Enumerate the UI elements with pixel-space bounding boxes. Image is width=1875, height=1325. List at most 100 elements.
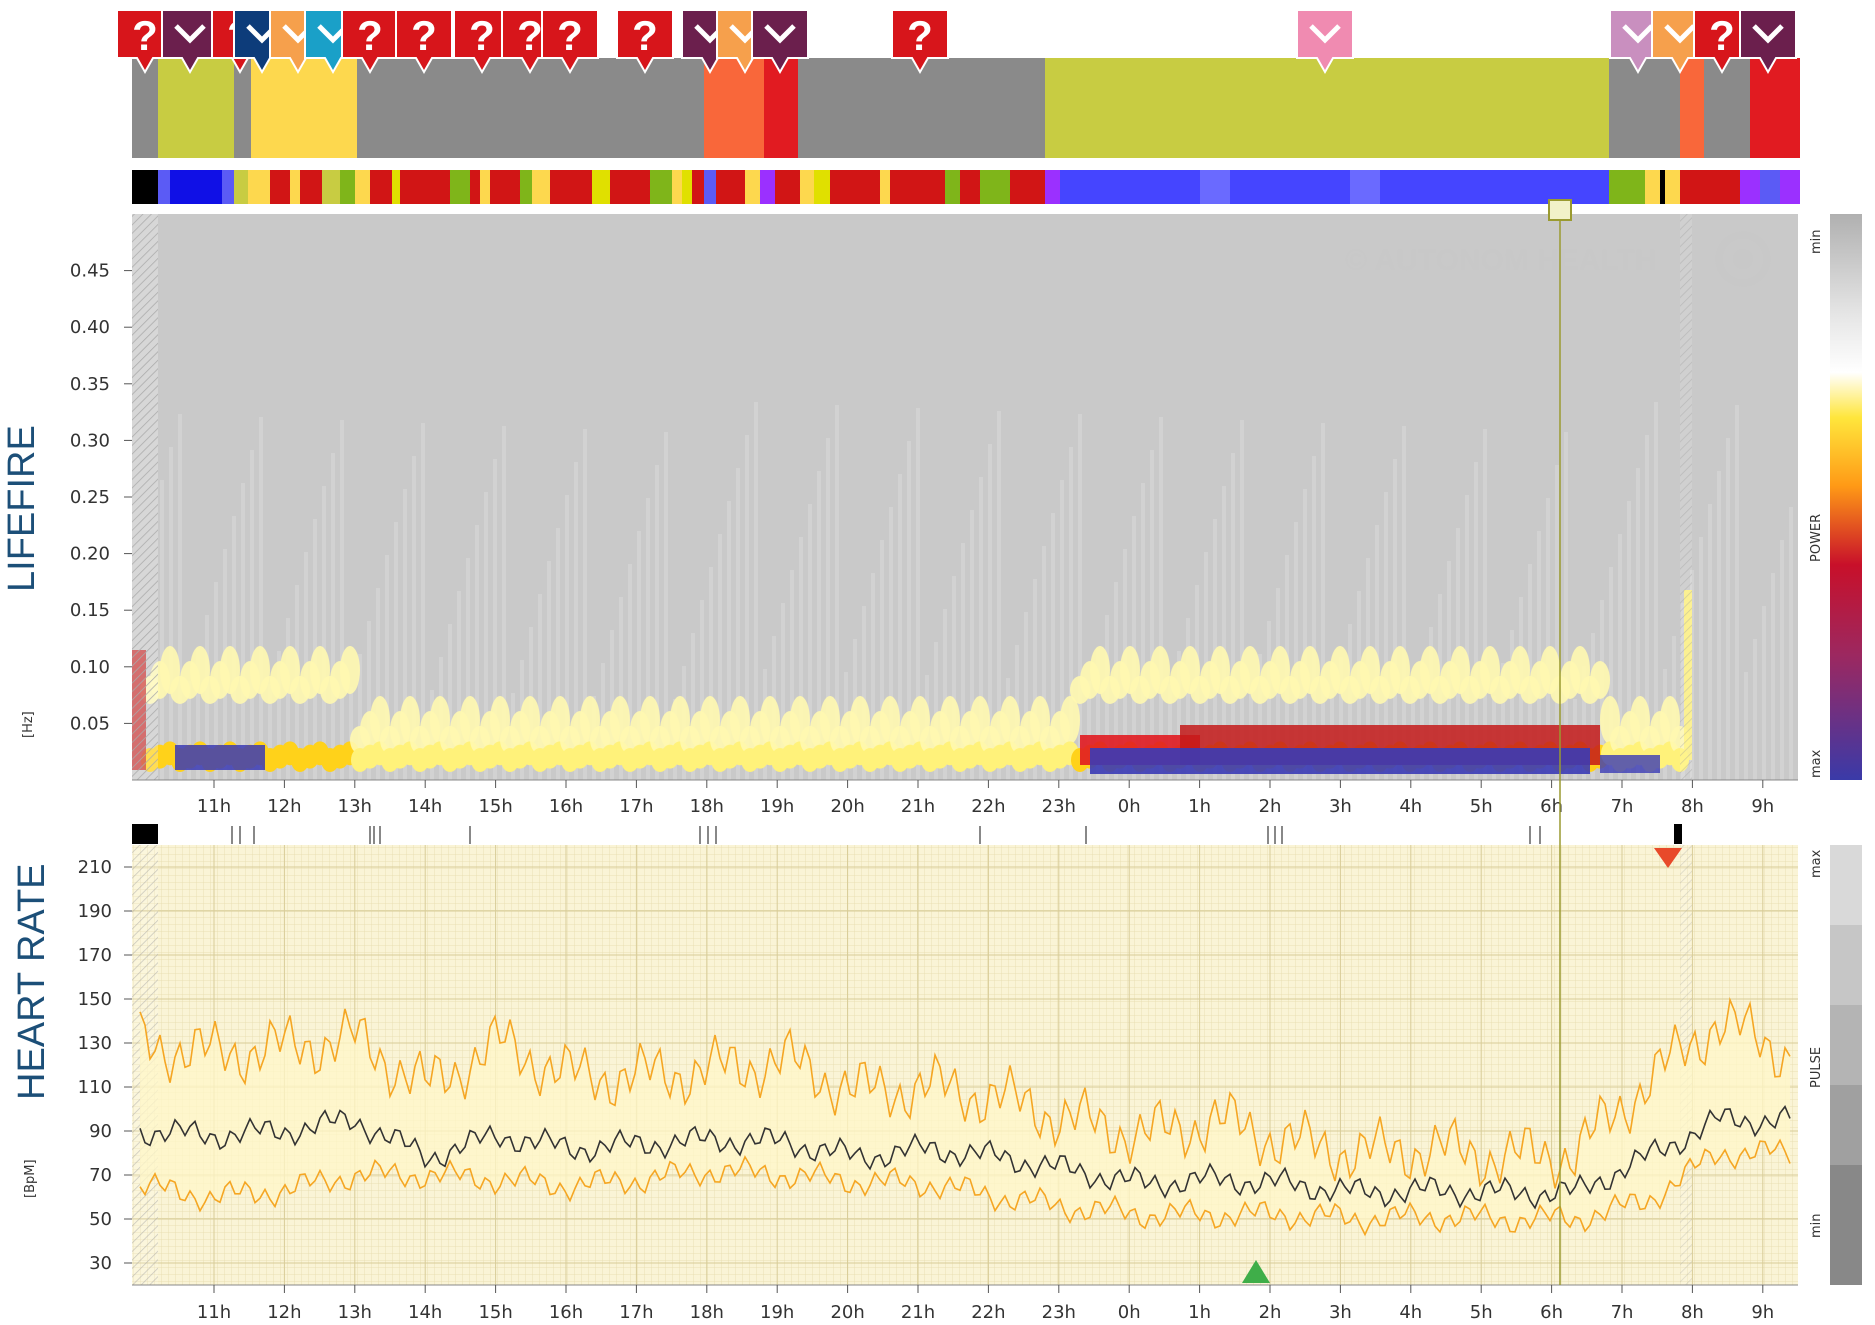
spectrogram-streak <box>1222 486 1226 780</box>
spectrogram-streak <box>1087 681 1091 780</box>
state-segment <box>1060 170 1200 204</box>
state-segment <box>1780 170 1800 204</box>
x-tick-label: 20h <box>830 1302 864 1323</box>
spectrogram-streak <box>745 435 749 780</box>
x-tick-label: 14h <box>408 796 442 817</box>
spectrogram-streak <box>979 477 983 780</box>
state-segment <box>1020 170 1045 204</box>
spectrogram-streak <box>538 594 542 780</box>
x-tick-label: 19h <box>760 1302 794 1323</box>
state-segment <box>158 170 170 204</box>
spectrogram-streak <box>1780 540 1784 780</box>
spectrogram-streak <box>1060 480 1064 780</box>
hotspot <box>1590 661 1610 699</box>
hotspot <box>340 646 360 694</box>
event-marker[interactable] <box>1296 9 1354 75</box>
state-segment <box>300 170 322 204</box>
x-tick-label: 7h <box>1611 796 1634 817</box>
state-segment <box>480 170 490 204</box>
state-segment <box>470 170 480 204</box>
event-marker-label: ? <box>517 12 543 59</box>
spectrogram-streak <box>826 438 830 780</box>
state-segment <box>400 170 450 204</box>
spectrogram-streak <box>1789 507 1793 780</box>
x-tick-label: 16h <box>549 1302 583 1323</box>
time-cursor-handle[interactable] <box>1548 199 1572 221</box>
x-tick-label: 2h <box>1259 796 1282 817</box>
spectrogram-streak <box>1141 483 1145 780</box>
y-tick-label: 0.10 <box>70 657 110 678</box>
y-tick-label: 30 <box>89 1253 112 1274</box>
spectrogram-streak <box>646 498 650 780</box>
segment-strip <box>132 824 1682 844</box>
event-marker[interactable]: ? <box>341 9 399 75</box>
state-segment <box>1700 170 1740 204</box>
question-icon <box>395 9 453 75</box>
question-icon <box>891 9 949 75</box>
y-tick-label: 70 <box>89 1165 112 1186</box>
state-segment <box>672 170 682 204</box>
event-marker[interactable]: ? <box>891 9 949 75</box>
event-marker[interactable]: ? <box>541 9 599 75</box>
spectrogram-streak <box>1753 639 1757 780</box>
event-marker[interactable] <box>751 9 809 75</box>
event-marker[interactable]: ? <box>453 9 511 75</box>
spectrogram-streak <box>1708 504 1712 780</box>
event-marker[interactable]: ? <box>1693 9 1751 75</box>
spectrogram-streak <box>286 618 290 780</box>
spectrogram-streak <box>1564 432 1568 780</box>
y-tick-label: 190 <box>78 901 112 922</box>
event-marker[interactable]: ? <box>116 9 174 75</box>
spectrogram-streak <box>790 570 794 780</box>
x-tick-label: 3h <box>1329 1302 1352 1323</box>
lifefire-ylabel: [Hz] <box>21 711 36 738</box>
spectrogram: © AUTONOM HEALTH <box>132 214 1798 780</box>
spectrogram-streak <box>898 474 902 780</box>
spectrogram-streak <box>565 495 569 780</box>
spectrogram-streak <box>1654 402 1658 780</box>
spectrogram-streak <box>1339 657 1343 780</box>
watermark-logo-icon <box>1715 231 1771 287</box>
x-tick-label: 6h <box>1540 796 1563 817</box>
spectrogram-streak <box>1402 426 1406 780</box>
question-icon <box>616 9 674 75</box>
spectrogram-streak <box>457 591 461 780</box>
spectrogram-streak <box>1762 606 1766 780</box>
min-marker-icon <box>1242 1260 1270 1283</box>
x-tick-label: 22h <box>971 1302 1005 1323</box>
x-tick-label: 3h <box>1329 796 1352 817</box>
spectrogram-streak <box>754 402 758 780</box>
spectrogram-streak <box>1735 405 1739 780</box>
x-tick-label: 1h <box>1188 1302 1211 1323</box>
spectrogram-streak <box>1384 492 1388 780</box>
x-tick-label: 4h <box>1399 1302 1422 1323</box>
event-marker-label: ? <box>132 12 158 59</box>
event-marker-label: ? <box>907 12 933 59</box>
spectrogram-streak <box>628 564 632 780</box>
low-freq-band <box>175 745 265 770</box>
state-segment <box>370 170 392 204</box>
state-segment <box>890 170 900 204</box>
power-colorbar-bottom: max <box>1809 749 1824 778</box>
x-tick-label: 0h <box>1118 796 1141 817</box>
event-marker[interactable]: ? <box>395 9 453 75</box>
spectrogram-streak <box>1375 525 1379 780</box>
state-segment <box>532 170 550 204</box>
spectrogram-streak <box>250 450 254 780</box>
segment-end-block <box>1674 824 1682 844</box>
x-tick-label: 22h <box>971 796 1005 817</box>
x-tick-label: 8h <box>1681 796 1704 817</box>
spectrogram-streak <box>1024 612 1028 780</box>
pulse-colorbar: max PULSE min <box>1809 845 1862 1285</box>
y-tick-label: 0.40 <box>70 317 110 338</box>
event-marker[interactable] <box>1739 9 1797 75</box>
spectrogram-streak <box>1501 663 1505 780</box>
event-marker[interactable]: ? <box>616 9 674 75</box>
spectrogram-streak <box>259 417 263 780</box>
event-marker[interactable] <box>161 9 219 75</box>
y-tick-label: 0.05 <box>70 713 110 734</box>
meal-icon-glyph <box>1664 24 1696 44</box>
question-icon <box>541 9 599 75</box>
x-tick-label: 17h <box>619 796 653 817</box>
spectrogram-streak <box>610 630 614 780</box>
